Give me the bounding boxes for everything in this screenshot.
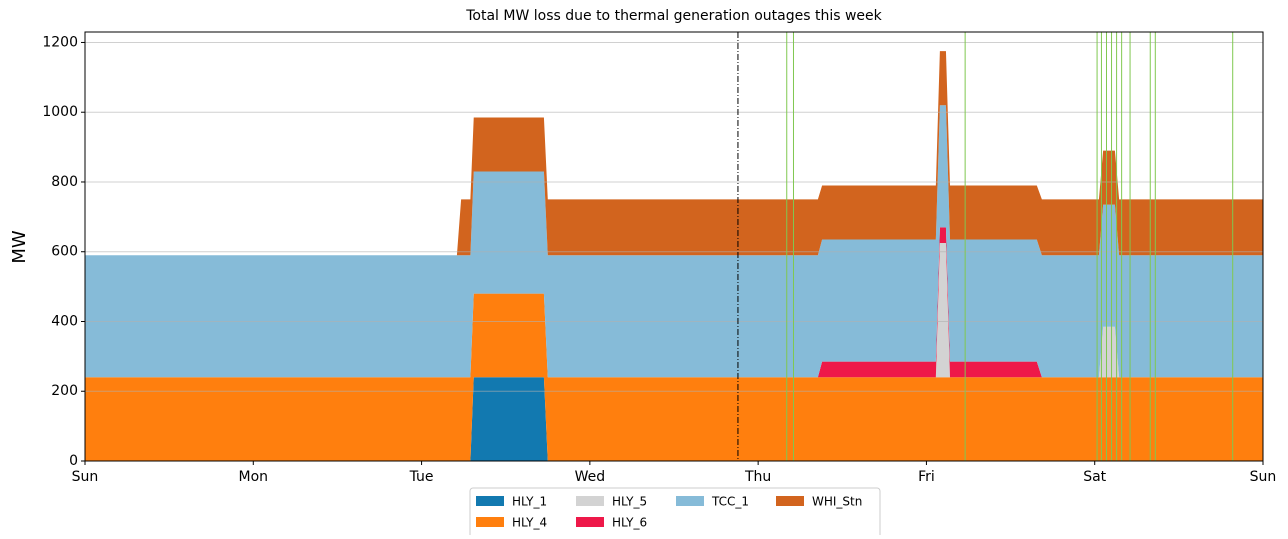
legend-label: HLY_6 — [612, 516, 647, 530]
y-tick-label: 600 — [51, 244, 78, 260]
x-tick-label: Fri — [918, 469, 935, 485]
y-tick-label: 400 — [51, 313, 78, 329]
legend-swatch — [476, 496, 504, 506]
chart-title: Total MW loss due to thermal generation … — [465, 8, 882, 24]
area — [85, 51, 1263, 256]
legend-swatch — [476, 517, 504, 527]
area — [85, 105, 1263, 378]
x-tick-label: Tue — [409, 469, 434, 485]
x-tick-label: Mon — [239, 469, 269, 485]
x-tick-label: Wed — [575, 469, 606, 485]
legend-swatch — [576, 517, 604, 527]
y-tick-label: 0 — [69, 453, 78, 469]
x-tick-label: Sun — [72, 469, 99, 485]
y-tick-label: 1000 — [42, 104, 78, 120]
legend-label: WHI_Stn — [812, 495, 862, 509]
y-axis-label: MW — [9, 230, 30, 264]
y-tick-label: 1200 — [42, 34, 78, 50]
y-tick-label: 800 — [51, 174, 78, 190]
area — [85, 293, 1263, 461]
legend-label: TCC_1 — [711, 495, 749, 509]
legend-swatch — [676, 496, 704, 506]
legend-label: HLY_5 — [612, 495, 647, 509]
legend-label: HLY_4 — [512, 516, 547, 530]
legend-swatch — [776, 496, 804, 506]
x-tick-label: Sat — [1083, 469, 1106, 485]
x-tick-label: Thu — [744, 469, 771, 485]
legend-label: HLY_1 — [512, 495, 547, 509]
y-tick-label: 200 — [51, 383, 78, 399]
x-tick-label: Sun — [1250, 469, 1277, 485]
legend-swatch — [576, 496, 604, 506]
plot-frame — [84, 31, 1264, 462]
